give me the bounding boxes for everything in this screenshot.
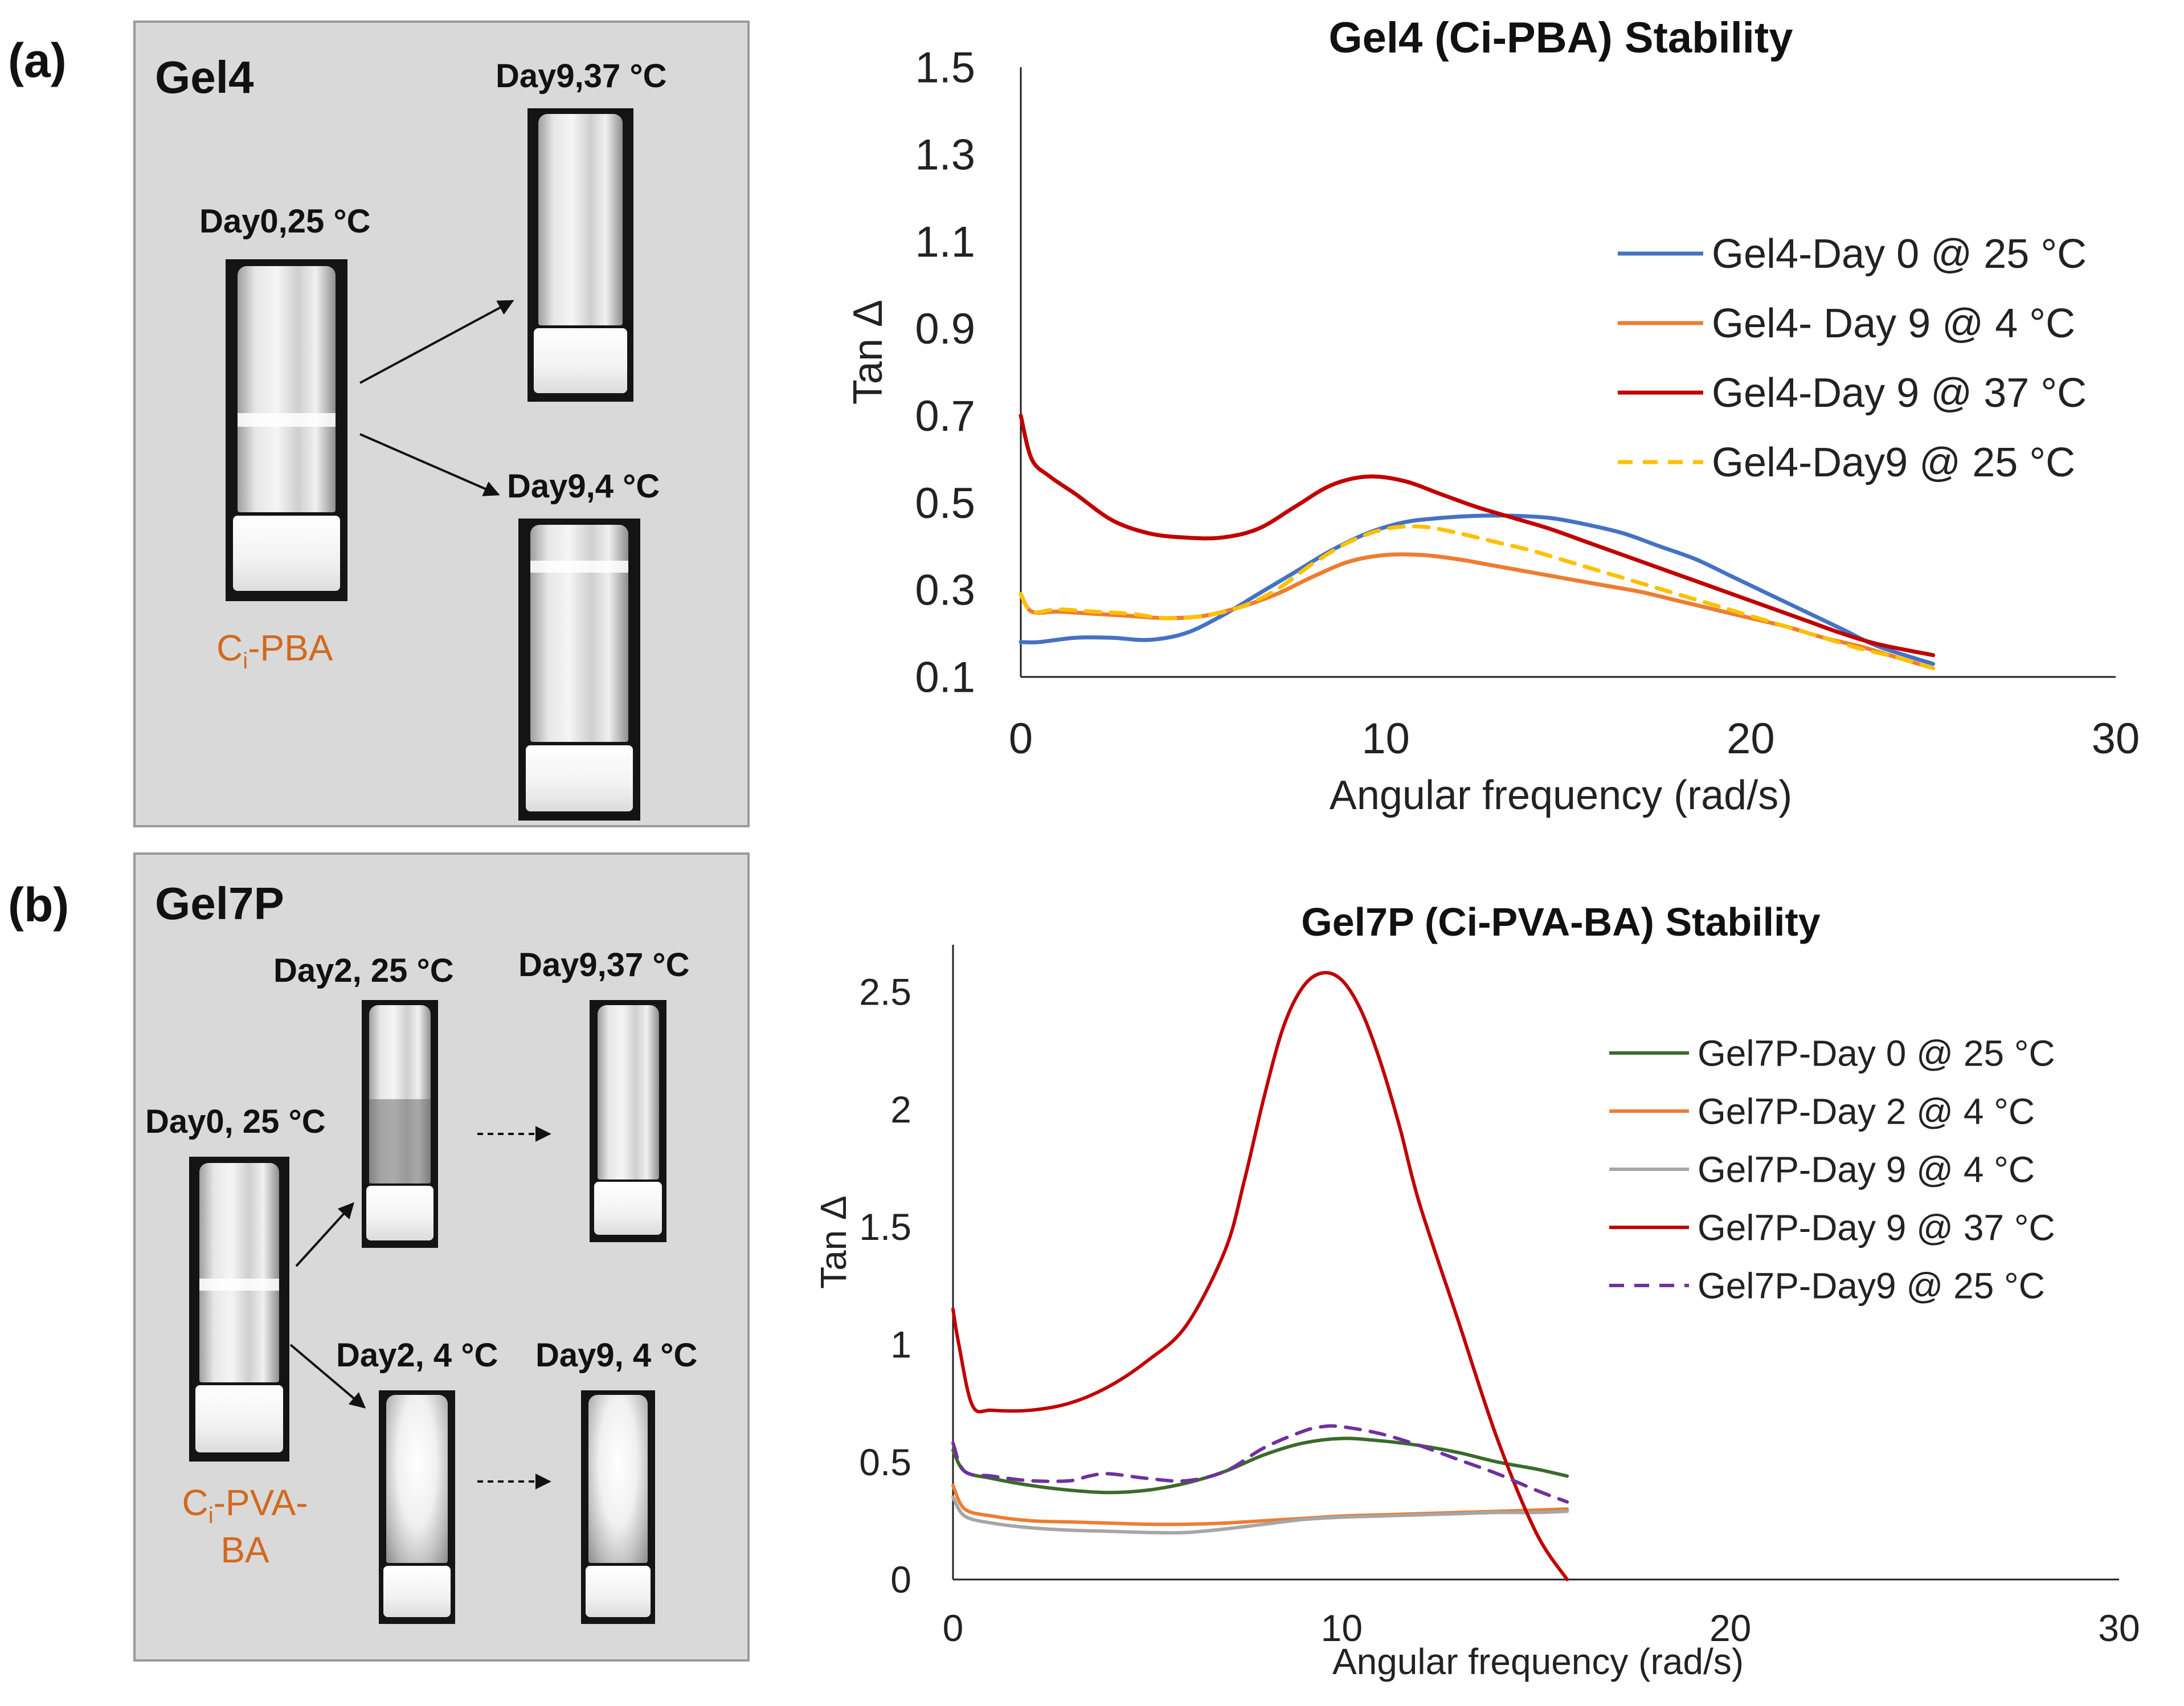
chart-a-y-tick: 0.9 (915, 305, 975, 353)
caption-b-day9-37: Day9,37 °C (518, 946, 690, 983)
chart-a-y-tick: 0.3 (915, 566, 975, 615)
chart-a-y-tick: 1.5 (915, 44, 975, 92)
chart-b-y-tick: 2.5 (859, 971, 911, 1013)
chart-b-series-line-4 (951, 970, 1569, 1581)
chart-b-legend-label-2: Gel7P-Day 2 @ 4 °C (1698, 1091, 2035, 1132)
caption-b-day9-4: Day9, 4 °C (535, 1337, 698, 1374)
chart-a-y-tick: 0.1 (915, 654, 975, 702)
chart-b-x-tick: 10 (1321, 1607, 1363, 1649)
chart-b-x-tick: 20 (1709, 1607, 1751, 1649)
chart-a-y-tick: 1.1 (915, 218, 975, 266)
vial-a-day9-37 (527, 108, 633, 402)
caption-b-day0: Day0, 25 °C (145, 1103, 326, 1140)
chart-b-x-tick: 30 (2098, 1607, 2140, 1649)
vial-b-day9-4 (581, 1390, 655, 1624)
chart-b-y-tick: 2 (890, 1088, 911, 1130)
arrow-a-up (359, 300, 514, 384)
chart-b-x-label: Angular frequency (rad/s) (1332, 1641, 1744, 1682)
arrow-b-up (295, 1202, 354, 1267)
chart-a-y-tick: 0.7 (915, 392, 975, 440)
chart-b-legend-label-3: Gel7P-Day 9 @ 4 °C (1698, 1149, 2035, 1190)
chart-b-series-line-3 (951, 1495, 1569, 1535)
chart-a-x-label: Angular frequency (rad/s) (1330, 773, 1792, 818)
chart-b-series-line-5 (951, 1424, 1569, 1504)
chart-a-series-line-3 (1019, 413, 1936, 658)
chart-a-x-tick: 20 (1727, 715, 1775, 763)
panel-a-chem-label: Ci-PBA (216, 627, 333, 674)
chart-a-title: Gel4 (Ci-PBA) Stability (1329, 14, 1793, 62)
vial-b-day2-25 (362, 1000, 438, 1248)
chart-a-legend-label-4: Gel4-Day9 @ 25 °C (1712, 440, 2075, 485)
chart-a-legend-label-1: Gel4-Day 0 @ 25 °C (1712, 231, 2087, 277)
caption-b-day2-25: Day2, 25 °C (273, 952, 454, 989)
chart-b-series-line-2 (951, 1483, 1569, 1527)
chart-b-y-tick: 0 (890, 1558, 911, 1601)
vial-b-day9-37 (590, 1000, 666, 1242)
vial-a-day0 (226, 259, 347, 601)
chart-b-series-line-1 (951, 1436, 1569, 1495)
chart-b-y-tick: 0.5 (859, 1441, 911, 1483)
chart-a-legend-label-3: Gel4-Day 9 @ 37 °C (1712, 370, 2087, 416)
chart-a-x-tick: 30 (2092, 715, 2140, 763)
chart-a-x-tick: 0 (1009, 715, 1033, 763)
chart-a-series-line-4 (1019, 524, 1936, 671)
caption-b-day2-4: Day2, 4 °C (336, 1337, 498, 1374)
chart-b-legend-label-1: Gel7P-Day 0 @ 25 °C (1698, 1032, 2055, 1074)
chart-b-y-tick: 1.5 (859, 1206, 911, 1248)
caption-a-day9-4: Day9,4 °C (507, 468, 660, 505)
arrow-b-down (289, 1344, 366, 1409)
vial-b-day2-4 (379, 1390, 455, 1624)
chart-b-legend-label-5: Gel7P-Day9 @ 25 °C (1698, 1265, 2045, 1306)
chart-b-y-label: Tan Δ (813, 1195, 854, 1289)
panel-a-gel-name: Gel4 (155, 52, 254, 103)
chart-a-y-tick: 0.5 (915, 479, 975, 528)
panel-b-chem-label: Ci-PVA- BA (182, 1482, 308, 1570)
arrow-a-down (359, 433, 500, 496)
chart-a-y-tick: 1.3 (915, 130, 975, 179)
chart-b-title: Gel7P (Ci-PVA-BA) Stability (1301, 900, 1821, 944)
vial-a-day9-4 (518, 519, 640, 821)
chart-a-legend-label-2: Gel4- Day 9 @ 4 °C (1712, 301, 2075, 346)
panel-b-gel-name: Gel7P (155, 878, 284, 929)
vial-b-day0 (189, 1157, 289, 1462)
panel-b-letter: (b) (8, 878, 69, 932)
chart-b-x-tick: 0 (943, 1607, 964, 1649)
panel-a-letter: (a) (8, 34, 67, 87)
chart-b-y-tick: 1 (890, 1324, 911, 1366)
caption-a-day9-37: Day9,37 °C (496, 58, 667, 95)
chart-a-y-label: Tan Δ (845, 300, 891, 405)
chart-a-series-line-1 (1019, 513, 1936, 666)
chart-b-legend-label-4: Gel7P-Day 9 @ 37 °C (1698, 1207, 2055, 1248)
chart-a-x-tick: 10 (1361, 715, 1410, 763)
caption-a-day0: Day0,25 °C (199, 203, 371, 240)
